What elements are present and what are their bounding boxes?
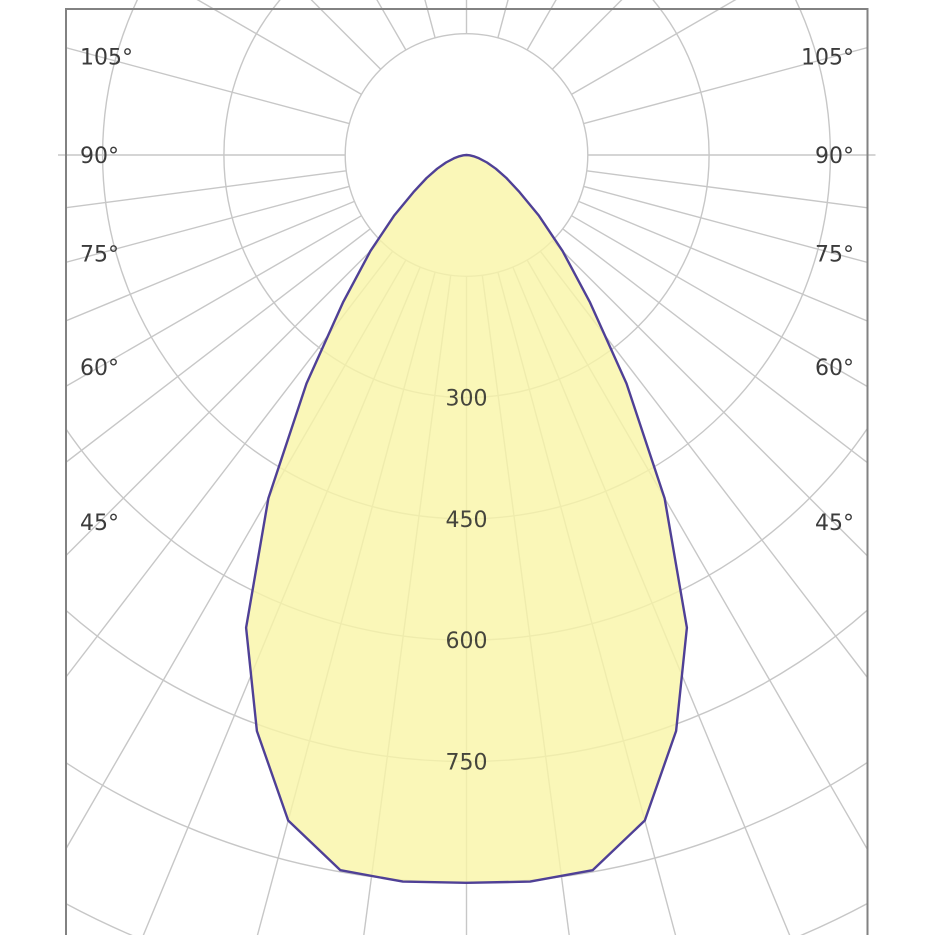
radial-line [65, 215, 362, 388]
radial-line [583, 185, 869, 264]
radial-line [65, 200, 355, 323]
radial-line [551, 0, 623, 70]
radial-line [65, 240, 382, 558]
radial-line [526, 0, 557, 51]
angle-label-right-60: 60° [815, 356, 854, 381]
radial-line [578, 200, 869, 323]
radial-line [65, 250, 394, 680]
plot-border [65, 8, 869, 935]
angle-label-right-90: 90° [815, 144, 854, 169]
angle-label-left-90: 90° [80, 144, 119, 169]
radial-line [571, 215, 869, 388]
angle-label-left-105: 105° [80, 46, 133, 71]
radial-line [583, 46, 869, 125]
radial-line [562, 228, 869, 465]
radial-line [310, 0, 382, 70]
radial-line [65, 228, 371, 464]
angle-label-left-45: 45° [80, 511, 119, 536]
ring-label-750: 750 [446, 751, 488, 776]
angle-label-left-60: 60° [80, 356, 119, 381]
radial-line [376, 0, 407, 51]
radial-line [571, 0, 737, 96]
radial-line [65, 46, 350, 125]
radial-line [65, 170, 347, 209]
angle-label-right-105: 105° [801, 46, 854, 71]
angle-label-left-75: 75° [80, 242, 119, 267]
radial-line [539, 250, 869, 681]
ring-label-600: 600 [446, 629, 488, 654]
ring-label-300: 300 [446, 387, 488, 412]
ring-label-450: 450 [446, 508, 488, 533]
radial-line [196, 0, 362, 96]
radial-line [551, 240, 869, 558]
intensity-curve [244, 153, 689, 884]
radial-line [586, 170, 869, 209]
angle-label-right-75: 75° [815, 242, 854, 267]
angle-label-right-45: 45° [815, 511, 854, 536]
radial-line [65, 185, 350, 264]
